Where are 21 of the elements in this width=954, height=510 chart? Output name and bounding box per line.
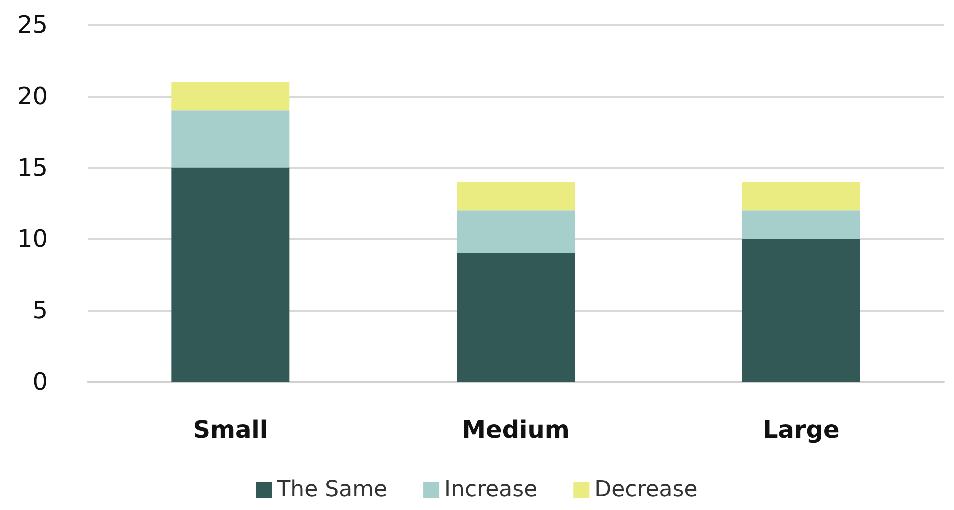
y-tick-label: 25 (17, 11, 48, 39)
legend-label: Increase (444, 478, 538, 502)
legend-label: Decrease (594, 478, 698, 502)
bar (457, 182, 575, 211)
bar (172, 110, 290, 168)
x-tick-label: Medium (462, 416, 570, 444)
y-tick-label: 0 (32, 368, 48, 396)
y-tick-label: 5 (32, 296, 48, 325)
bar (457, 210, 575, 254)
legend-label: The Same (276, 478, 388, 502)
x-tick-label: Large (762, 416, 840, 444)
y-tick-label: 20 (17, 82, 48, 110)
y-tick-label: 15 (17, 154, 48, 182)
bar (742, 239, 860, 382)
bar (172, 168, 290, 382)
bar (457, 253, 575, 382)
x-tick-label: Small (193, 416, 268, 444)
bar (742, 210, 860, 240)
bar (742, 182, 860, 211)
y-tick-label: 10 (17, 225, 48, 254)
bar (172, 82, 290, 111)
